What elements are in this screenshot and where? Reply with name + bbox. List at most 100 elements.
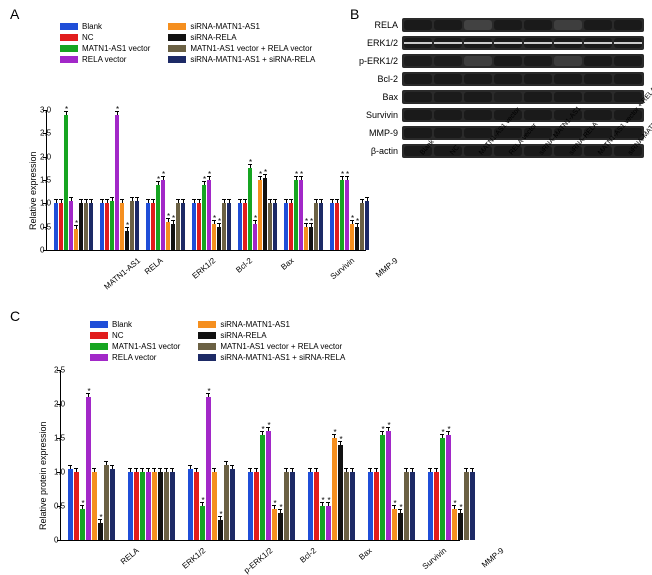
blot-label: p-ERK1/2 [354, 56, 402, 66]
legend-swatch [60, 34, 78, 41]
band [494, 56, 522, 66]
blot-lanes [402, 54, 644, 68]
xcat: p-ERK1/2 [242, 546, 274, 575]
blot-lanes [402, 18, 644, 32]
bar-group: **** [428, 370, 476, 540]
band [554, 92, 582, 102]
band [434, 20, 462, 30]
xcat: RELA [119, 546, 141, 566]
panel-b-blots: RELAERK1/2p-ERK1/2Bcl-2BaxSurvivinMMP-9β… [354, 18, 644, 162]
legend-text: MATN1-AS1 vector [82, 44, 150, 53]
band [494, 92, 522, 102]
bar [470, 472, 476, 540]
band [524, 38, 552, 48]
legend-swatch [198, 332, 216, 339]
signif-star: * [387, 421, 390, 430]
signif-star: * [116, 105, 119, 114]
bar-group: **** [192, 110, 232, 250]
signif-star: * [399, 503, 402, 512]
blot-label: RELA [354, 20, 402, 30]
signif-star: * [279, 503, 282, 512]
blot-row: p-ERK1/2 [354, 54, 644, 68]
xcat: RELA [143, 256, 165, 276]
band [434, 128, 462, 138]
signif-star: * [393, 499, 396, 508]
legend-text: siRNA-MATN1-AS1 [220, 320, 290, 329]
panel-c-label: C [10, 308, 20, 324]
band [584, 20, 612, 30]
signif-star: * [81, 499, 84, 508]
band [584, 92, 612, 102]
blot-row: ERK1/2 [354, 36, 644, 50]
signif-star: * [203, 175, 206, 184]
blot-lanes [402, 72, 644, 86]
xcat: Bcl-2 [234, 256, 254, 275]
xcat: MMP-9 [480, 546, 506, 569]
legend-swatch [198, 343, 216, 350]
band [584, 74, 612, 84]
band [434, 74, 462, 84]
bar-group: **** [308, 370, 356, 540]
bar [410, 472, 416, 540]
xcat: Bax [357, 546, 373, 562]
signif-star: * [356, 217, 359, 226]
signif-star: * [259, 170, 262, 179]
xcat: MATN1-AS1 [102, 256, 142, 291]
legend-text: NC [82, 33, 94, 42]
legend-item: Blank [60, 22, 150, 31]
blot-row: Survivin [354, 108, 644, 122]
band [404, 20, 432, 30]
signif-star: * [157, 175, 160, 184]
band [404, 110, 432, 120]
legend-c: BlankNCMATN1-AS1 vectorRELA vectorsiRNA-… [90, 320, 345, 362]
legend-a: BlankNCMATN1-AS1 vectorRELA vectorsiRNA-… [60, 22, 315, 64]
signif-star: * [339, 435, 342, 444]
legend-text: siRNA-MATN1-AS1 [190, 22, 260, 31]
signif-star: * [459, 503, 462, 512]
band [404, 92, 432, 102]
band [524, 74, 552, 84]
band [554, 20, 582, 30]
legend-text: Blank [112, 320, 132, 329]
band [614, 92, 642, 102]
signif-star: * [254, 214, 257, 223]
blot-label: Bcl-2 [354, 74, 402, 84]
band [434, 92, 462, 102]
band [434, 56, 462, 66]
xcat: ERK1/2 [180, 546, 207, 571]
legend-item: Blank [90, 320, 180, 329]
band [524, 92, 552, 102]
signif-star: * [295, 170, 298, 179]
legend-item: siRNA-MATN1-AS1 [168, 22, 315, 31]
signif-star: * [264, 168, 267, 177]
bar [365, 201, 370, 250]
legend-item: siRNA-RELA [168, 33, 315, 42]
legend-swatch [90, 343, 108, 350]
bar-group: **** [284, 110, 324, 250]
signif-star: * [346, 170, 349, 179]
bar [227, 203, 232, 250]
blot-lanes [402, 90, 644, 104]
legend-text: siRNA-MATN1-AS1 + siRNA-RELA [190, 55, 315, 64]
band [464, 128, 492, 138]
blot-label: β-actin [354, 146, 402, 156]
band [554, 74, 582, 84]
band [554, 56, 582, 66]
legend-text: Blank [82, 22, 102, 31]
band [524, 110, 552, 120]
band [404, 128, 432, 138]
legend-text: MATN1-AS1 vector + RELA vector [190, 44, 312, 53]
bar [350, 472, 356, 540]
signif-star: * [213, 214, 216, 223]
signif-star: * [310, 217, 313, 226]
signif-star: * [321, 496, 324, 505]
signif-star: * [273, 499, 276, 508]
blot-row: Bcl-2 [354, 72, 644, 86]
bar [230, 469, 236, 540]
band [464, 56, 492, 66]
legend-swatch [198, 321, 216, 328]
signif-star: * [126, 221, 129, 230]
legend-item: RELA vector [90, 353, 180, 362]
bar [89, 203, 94, 250]
signif-star: * [267, 421, 270, 430]
